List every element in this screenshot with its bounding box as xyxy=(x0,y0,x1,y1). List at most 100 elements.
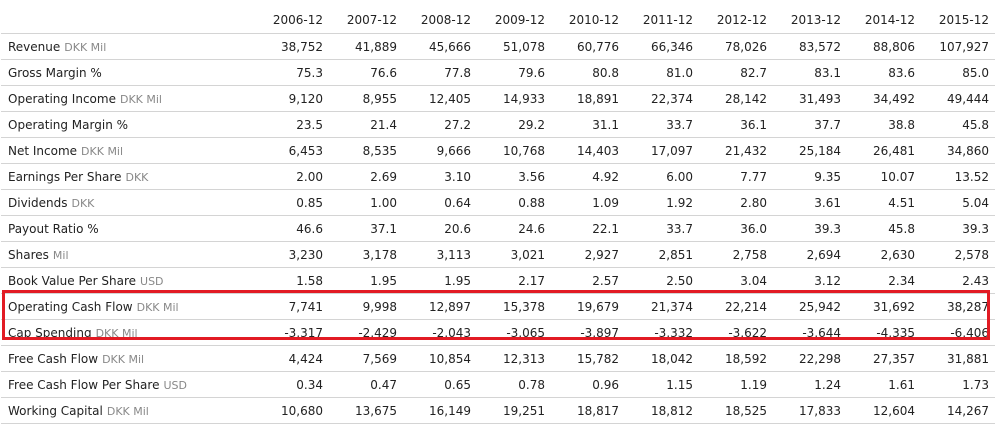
metric-unit: DKK xyxy=(71,196,95,210)
value-cell: -6,406 xyxy=(921,319,995,346)
value-cell: 15,378 xyxy=(477,293,551,320)
metric-unit: DKK Mil xyxy=(64,40,107,54)
row-label: Operating Income DKK Mil xyxy=(1,85,255,112)
value-cell: 27.2 xyxy=(403,111,477,138)
value-cell: 37.7 xyxy=(773,111,847,138)
value-cell: 19,679 xyxy=(551,293,625,320)
value-cell: 12,313 xyxy=(477,345,551,372)
value-cell: 1.09 xyxy=(551,189,625,216)
value-cell: -3,897 xyxy=(551,319,625,346)
table-body: Revenue DKK Mil 38,752 41,889 45,666 51,078 60… xyxy=(1,33,995,424)
value-cell: 1.61 xyxy=(847,371,921,398)
value-cell: 17,097 xyxy=(625,137,699,164)
value-cell: 4.51 xyxy=(847,189,921,216)
value-cell: 25,942 xyxy=(773,293,847,320)
year-header: 2006-12 xyxy=(255,7,329,34)
value-cell: 7.77 xyxy=(699,163,773,190)
metric-unit: DKK Mil xyxy=(106,404,149,418)
metric-name: Free Cash Flow Per Share xyxy=(8,377,160,392)
value-cell: 3.10 xyxy=(403,163,477,190)
value-cell: 1.15 xyxy=(625,371,699,398)
metric-unit: DKK Mil xyxy=(136,300,179,314)
value-cell: 4,424 xyxy=(255,345,329,372)
value-cell: 12,897 xyxy=(403,293,477,320)
metric-name: Cap Spending xyxy=(8,325,92,340)
row-label: Operating Margin % xyxy=(1,111,255,138)
value-cell: 3.12 xyxy=(773,267,847,294)
value-cell: 88,806 xyxy=(847,33,921,60)
value-cell: 2,694 xyxy=(773,241,847,268)
value-cell: 5.04 xyxy=(921,189,995,216)
value-cell: 0.85 xyxy=(255,189,329,216)
value-cell: 14,403 xyxy=(551,137,625,164)
row-label: Net Income DKK Mil xyxy=(1,137,255,164)
metric-name: Revenue xyxy=(8,39,61,54)
metric-name: Gross Margin % xyxy=(8,65,102,80)
value-cell: 79.6 xyxy=(477,59,551,86)
row-label: Working Capital DKK Mil xyxy=(1,397,255,424)
value-cell: 45.8 xyxy=(847,215,921,242)
year-header: 2008-12 xyxy=(403,7,477,34)
financials-table: 2006-12 2007-12 2008-12 2009-12 2010-12 2011-… xyxy=(1,7,995,424)
value-cell: 2.00 xyxy=(255,163,329,190)
value-cell: 24.6 xyxy=(477,215,551,242)
value-cell: 22,298 xyxy=(773,345,847,372)
row-label: Payout Ratio % xyxy=(1,215,255,242)
table-row: Free Cash Flow DKK Mil 4,424 7,569 10,854 12,… xyxy=(1,345,995,372)
value-cell: -3,065 xyxy=(477,319,551,346)
value-cell: 7,741 xyxy=(255,293,329,320)
value-cell: 3.04 xyxy=(699,267,773,294)
value-cell: 6,453 xyxy=(255,137,329,164)
value-cell: 33.7 xyxy=(625,111,699,138)
value-cell: 4.92 xyxy=(551,163,625,190)
row-label: Earnings Per Share DKK xyxy=(1,163,255,190)
year-header: 2010-12 xyxy=(551,7,625,34)
value-cell: 21.4 xyxy=(329,111,403,138)
value-cell: 36.1 xyxy=(699,111,773,138)
value-cell: 81.0 xyxy=(625,59,699,86)
year-header: 2014-12 xyxy=(847,7,921,34)
row-label: Book Value Per Share USD xyxy=(1,267,255,294)
metric-name: Net Income xyxy=(8,143,78,158)
value-cell: 18,525 xyxy=(699,397,773,424)
table-row: Book Value Per Share USD 1.58 1.95 1.95 2.17 2… xyxy=(1,267,995,294)
value-cell: 19,251 xyxy=(477,397,551,424)
value-cell: 77.8 xyxy=(403,59,477,86)
value-cell: 31,881 xyxy=(921,345,995,372)
value-cell: 21,432 xyxy=(699,137,773,164)
value-cell: 17,833 xyxy=(773,397,847,424)
value-cell: 7,569 xyxy=(329,345,403,372)
value-cell: -2,429 xyxy=(329,319,403,346)
value-cell: -2,043 xyxy=(403,319,477,346)
row-label: Free Cash Flow DKK Mil xyxy=(1,345,255,372)
value-cell: 9,998 xyxy=(329,293,403,320)
value-cell: 45.8 xyxy=(921,111,995,138)
value-cell: 2,758 xyxy=(699,241,773,268)
value-cell: 3.61 xyxy=(773,189,847,216)
value-cell: 1.58 xyxy=(255,267,329,294)
value-cell: 26,481 xyxy=(847,137,921,164)
value-cell: 1.19 xyxy=(699,371,773,398)
value-cell: 85.0 xyxy=(921,59,995,86)
value-cell: 1.95 xyxy=(329,267,403,294)
year-header: 2015-12 xyxy=(921,7,995,34)
value-cell: 18,812 xyxy=(625,397,699,424)
table-row: Payout Ratio % 46.6 37.1 20.6 24.6 22.1 33.7 36… xyxy=(1,215,995,242)
value-cell: 39.3 xyxy=(773,215,847,242)
row-label: Cap Spending DKK Mil xyxy=(1,319,255,346)
value-cell: 2,851 xyxy=(625,241,699,268)
row-label: Dividends DKK xyxy=(1,189,255,216)
metric-name: Payout Ratio % xyxy=(8,221,99,236)
value-cell: 10,680 xyxy=(255,397,329,424)
row-label: Operating Cash Flow DKK Mil xyxy=(1,293,255,320)
value-cell: 12,405 xyxy=(403,85,477,112)
value-cell: 34,860 xyxy=(921,137,995,164)
metric-name: Working Capital xyxy=(8,403,103,418)
value-cell: 2.34 xyxy=(847,267,921,294)
value-cell: -3,332 xyxy=(625,319,699,346)
value-cell: 22,214 xyxy=(699,293,773,320)
value-cell: 22,374 xyxy=(625,85,699,112)
metric-unit: USD xyxy=(163,378,187,392)
value-cell: 9.35 xyxy=(773,163,847,190)
value-cell: 0.47 xyxy=(329,371,403,398)
